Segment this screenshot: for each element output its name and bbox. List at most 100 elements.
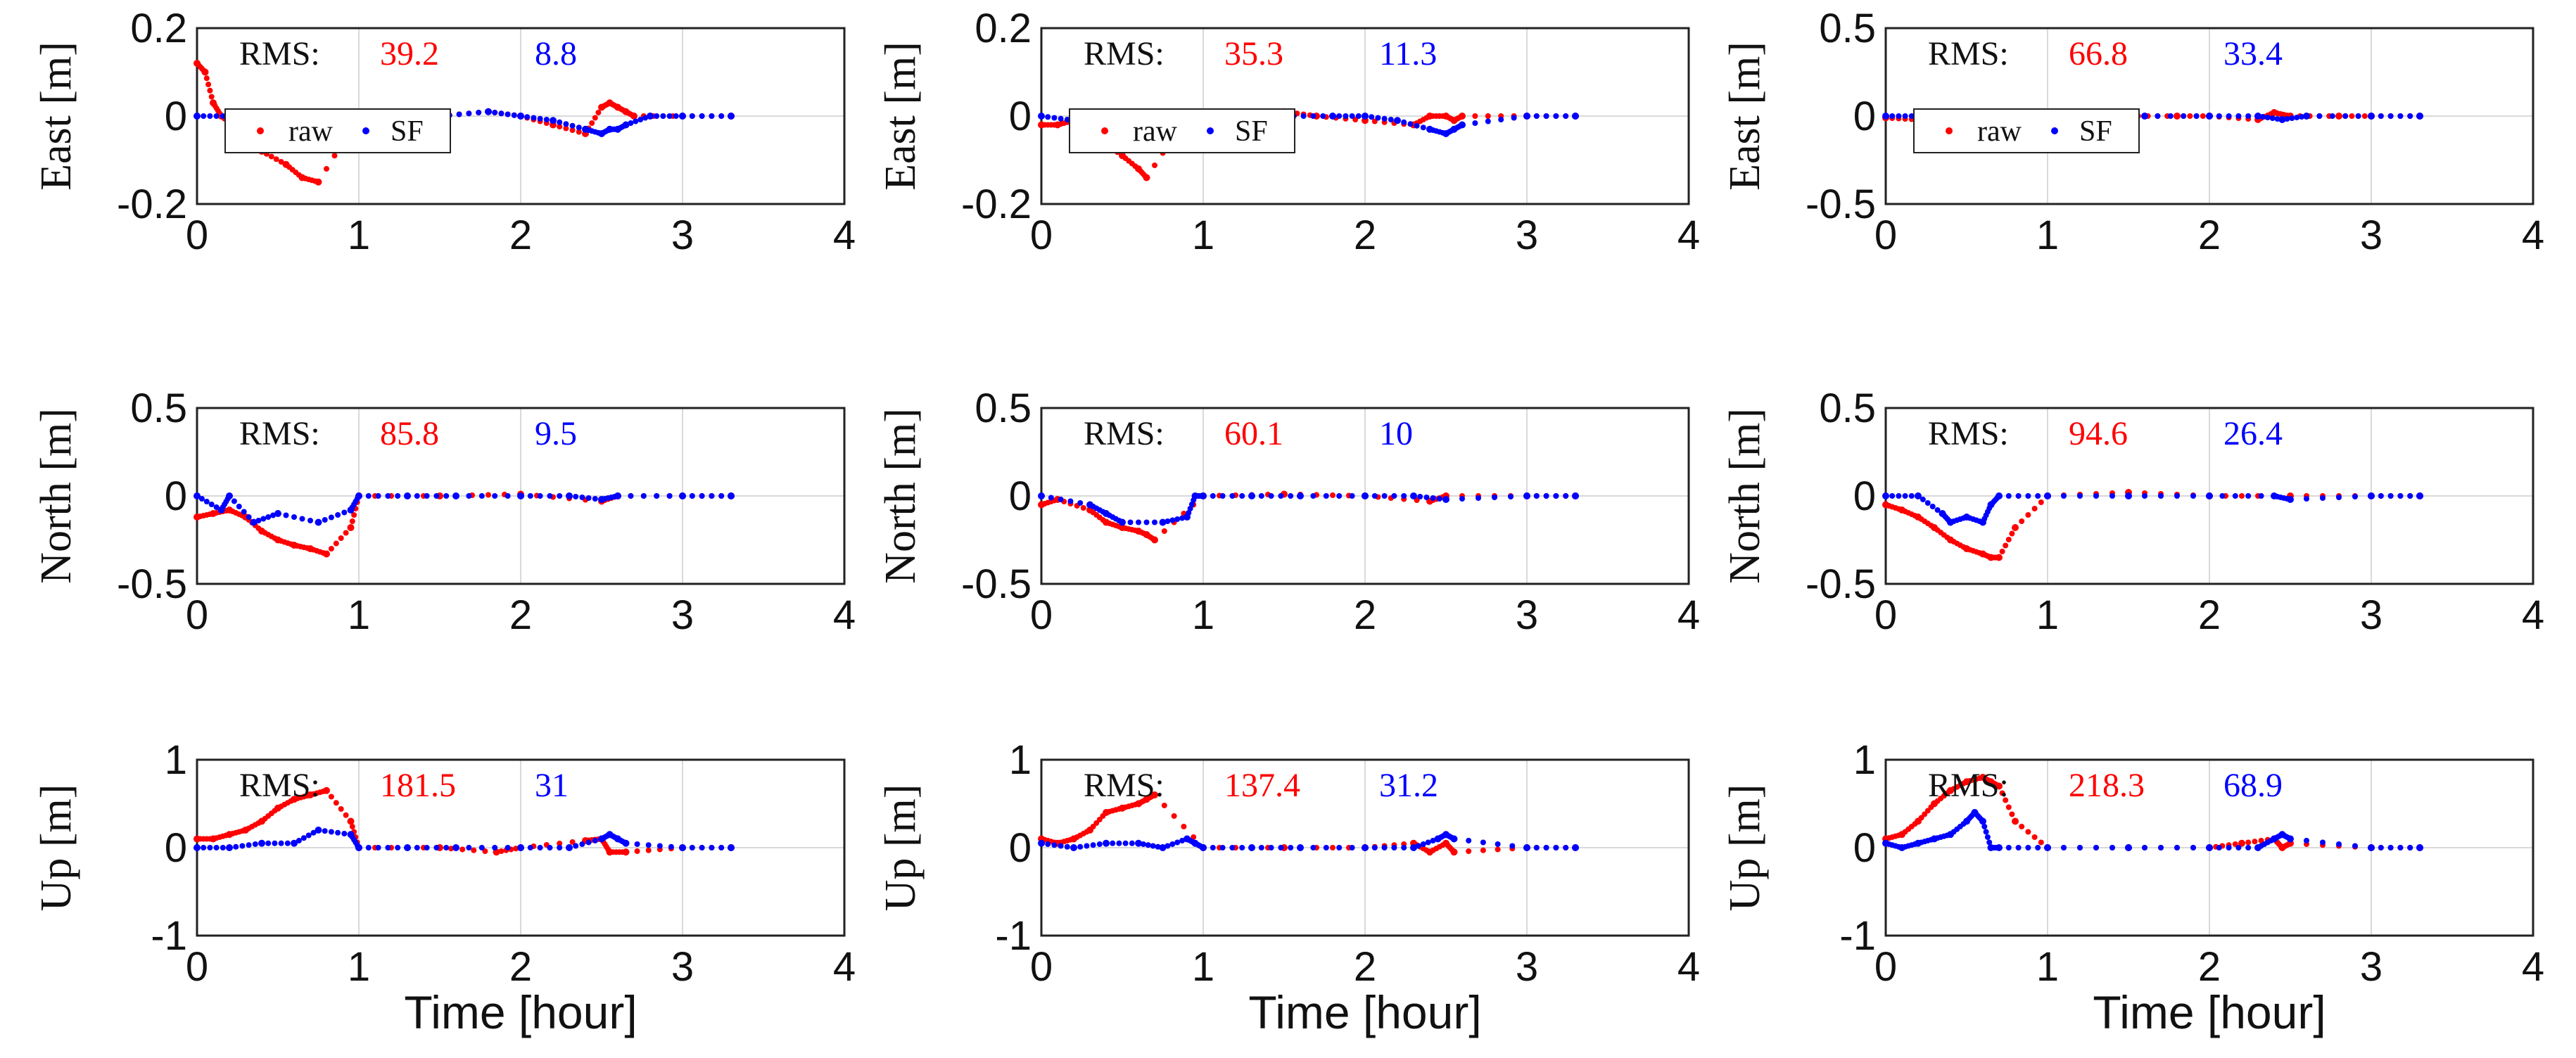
p2-sf-point	[1572, 113, 1579, 120]
p7-sf-point	[375, 845, 381, 850]
p5-sf-point	[1258, 493, 1264, 499]
p5-sf-point	[1186, 510, 1192, 516]
p3-ytick-label: 0	[1853, 94, 1876, 139]
p5-sf-point	[1492, 495, 1497, 500]
p7-sf-point	[709, 845, 715, 850]
p9-ytick-label: 0	[1853, 825, 1876, 871]
p9-sf-point	[2378, 845, 2384, 850]
p2-legend-sf-marker	[1207, 127, 1214, 134]
p3-sf-point	[2167, 113, 2174, 119]
p2-ytick-label: 0.2	[975, 6, 1032, 51]
p8-axes-frame	[1040, 758, 1690, 937]
p4-sf-point	[395, 493, 401, 499]
p7-raw-point	[328, 794, 334, 800]
p7-raw-point	[347, 817, 355, 825]
p5-sf-point	[1188, 502, 1195, 507]
p5-raw-point	[1100, 517, 1106, 523]
p7-sf-point	[310, 829, 317, 836]
p3-xtick-label: 3	[2360, 212, 2383, 258]
p4-sf-point	[246, 514, 252, 520]
p6-xtick-label: 0	[1874, 592, 1897, 638]
p1-raw-point	[296, 172, 302, 178]
p8-raw-point	[1480, 847, 1486, 853]
p4-sf-point	[592, 496, 598, 502]
p6-sf-point	[2025, 493, 2031, 499]
p8-xtick-label: 4	[1677, 944, 1700, 990]
p4-rms-sf-value: 9.5	[535, 415, 577, 452]
p3-ytick-label: -0.5	[1806, 181, 1876, 227]
p9-sf-point	[1984, 834, 1991, 840]
p8-raw-point	[1440, 842, 1446, 848]
p9-raw-point	[1994, 782, 2000, 789]
p6-sf-point	[2125, 492, 2132, 499]
p8-sf-point	[1371, 845, 1378, 850]
p4-sf-point	[265, 514, 272, 520]
p4-raw-point	[347, 524, 355, 531]
p6-sf-point	[2397, 493, 2404, 499]
p9-sf-point	[2245, 845, 2252, 850]
p4-raw-point	[351, 512, 357, 518]
p4-raw-point	[272, 535, 278, 541]
p7-raw-point	[605, 846, 611, 853]
p6-raw-point	[1994, 554, 2000, 561]
p9-sf-point	[2407, 845, 2413, 850]
p7-raw-point	[223, 832, 229, 839]
p6-raw-point	[1977, 550, 1983, 556]
p4-sf-point	[557, 493, 563, 499]
p7-sf-point	[252, 841, 258, 847]
p1-xtick-label: 2	[509, 212, 532, 258]
p6-sf-point	[2190, 493, 2196, 499]
p9-raw-point	[1999, 790, 2005, 796]
p9-sf-point	[2015, 845, 2022, 850]
p2-raw-point	[1132, 163, 1138, 170]
p8-raw-point	[1161, 803, 1167, 808]
p2-sf-point	[1320, 113, 1326, 119]
p3-raw-point	[2174, 113, 2181, 120]
p5-sf-point	[1278, 493, 1284, 499]
p8-rms-raw-value: 137.4	[1224, 767, 1300, 804]
p8-sf-point	[1572, 844, 1579, 851]
p2-sf-point	[1414, 122, 1420, 129]
p6-sf-point	[2093, 493, 2099, 499]
p3-sf-point	[2387, 113, 2394, 119]
p6-rms-sf-value: 26.4	[2223, 415, 2283, 452]
p6-sf-point	[2206, 492, 2213, 499]
p2-sf-point	[1440, 129, 1446, 136]
p4-xtick-label: 1	[348, 592, 370, 638]
p3-sf-point	[2355, 113, 2361, 119]
p4-sf-point	[452, 492, 459, 499]
p7-sf-point	[656, 843, 663, 849]
p8-sf-point	[1336, 845, 1343, 850]
p5-sf-point	[1459, 496, 1465, 502]
p4-xtick-label: 2	[509, 592, 532, 638]
p7-sf-point	[291, 839, 298, 847]
p8-sf-point	[1058, 843, 1064, 849]
p9-raw-point	[2012, 817, 2019, 825]
p5-raw-point	[1150, 536, 1156, 542]
p1-sf-point	[563, 121, 569, 127]
p9-sf-point	[2125, 844, 2132, 851]
p6-sf-point	[2258, 493, 2264, 499]
p8-sf-point	[1116, 840, 1122, 846]
p1-sf-point	[476, 110, 482, 115]
p6-sf-point	[2368, 492, 2375, 499]
p6-sf-point	[2352, 494, 2358, 499]
p5-sf-point	[1310, 493, 1316, 499]
p8-raw-point	[1423, 847, 1430, 853]
p7-sf-point	[328, 829, 334, 835]
p7-y-axis-label: Up [m]	[32, 784, 80, 912]
p3-rms-raw-value: 66.8	[2069, 35, 2128, 72]
p7-raw-point	[645, 847, 652, 853]
p5-sf-point	[1048, 495, 1054, 501]
p9-sf-point	[2235, 845, 2242, 850]
p3-sf-point	[2303, 113, 2310, 120]
p4-sf-point	[689, 493, 695, 499]
p1-sf-point	[673, 113, 679, 119]
p1-raw-point	[203, 75, 210, 82]
p5-sf-point	[1401, 493, 1407, 499]
p4-raw-point	[338, 535, 344, 541]
p7-ytick-label: 0	[165, 825, 187, 871]
p3-rms-label: RMS:	[1928, 35, 2009, 72]
p5-sf-point	[1533, 493, 1540, 499]
p7-sf-point	[443, 845, 450, 850]
